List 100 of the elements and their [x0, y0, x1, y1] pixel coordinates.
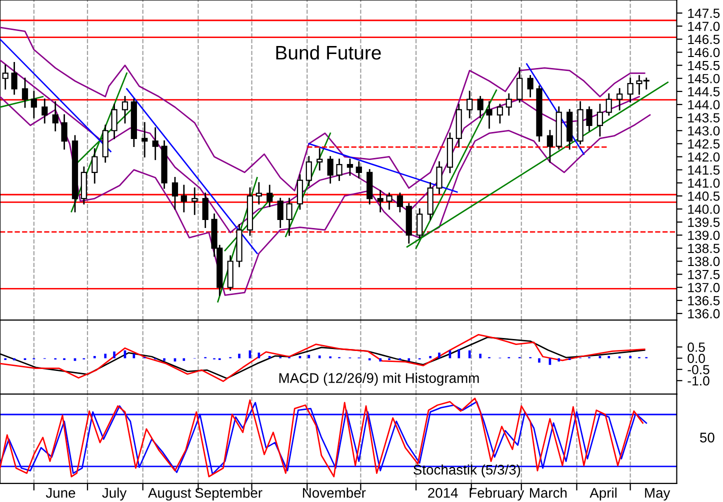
bar [113, 351, 116, 358]
bar [268, 356, 271, 358]
bar [608, 356, 610, 358]
bar [93, 356, 96, 358]
candlestick [606, 93, 612, 116]
candlestick [172, 176, 178, 210]
y-tick-label: 147.5 [688, 8, 720, 18]
candlestick [486, 101, 492, 129]
y-tick-label: 137.0 [688, 282, 720, 292]
candlestick [2, 64, 8, 90]
bar [629, 356, 632, 358]
candlestick [286, 198, 292, 236]
bar [308, 354, 310, 358]
x-tick-label: 2014 [428, 488, 458, 498]
bar [163, 358, 166, 361]
bar [479, 354, 482, 358]
text: Bund Future [276, 45, 381, 60]
candlestick [586, 106, 592, 132]
candlestick [416, 208, 423, 238]
candlestick [52, 101, 58, 132]
candlestick [356, 161, 362, 178]
line-series [0, 96, 651, 296]
candlestick [377, 190, 384, 212]
bar [408, 358, 410, 361]
y-tick-label: 147.0 [688, 22, 720, 32]
y-tick-label: 140.5 [688, 192, 720, 201]
y-tick-label: 142.0 [688, 152, 720, 162]
candlestick [477, 96, 484, 118]
annotation: Stochastik (5/3/3) [414, 464, 520, 478]
candlestick [152, 127, 158, 160]
bar [74, 358, 76, 361]
bar [379, 358, 382, 362]
y-tick-label: -0.5 [688, 364, 710, 374]
y-tick-label: 141.0 [688, 178, 720, 188]
x-tick-label: March [530, 488, 567, 498]
bar [182, 358, 186, 361]
bar [238, 354, 240, 358]
y-tick-label: 143.0 [688, 126, 720, 136]
candlestick [42, 98, 48, 124]
candlestick [180, 184, 187, 212]
bar [438, 352, 440, 358]
candlestick [336, 158, 342, 181]
bar [538, 358, 540, 363]
candlestick [192, 187, 198, 215]
x-tick-label: February [470, 488, 524, 501]
candlestick [11, 62, 18, 95]
bar [258, 352, 260, 358]
y-tick-label: 146.0 [688, 48, 720, 58]
candlestick [256, 182, 262, 204]
candlestick [327, 156, 334, 184]
y-tick-label: 145.0 [688, 74, 720, 84]
candlestick [346, 158, 354, 176]
y-tick-label: 142.5 [688, 139, 720, 149]
annotation: MACD (12/26/9) mit Histogramm [279, 372, 479, 386]
bar [548, 358, 552, 365]
x-tick-label: September [195, 488, 262, 501]
candlestick [596, 104, 604, 137]
bar [468, 350, 471, 358]
bar [174, 358, 176, 362]
candlestick [30, 90, 37, 118]
y-tick-label: 143.5 [688, 113, 720, 122]
candlestick [436, 161, 442, 194]
y-tick-label: 139.5 [688, 218, 720, 227]
candlestick [496, 104, 504, 124]
candlestick [266, 184, 273, 208]
candlestick [142, 122, 148, 158]
bar [558, 358, 560, 362]
y-tick-label: 141.5 [688, 166, 720, 175]
x-tick-label: May [645, 488, 670, 501]
candlestick [616, 88, 623, 110]
y-tick-label: 139.0 [688, 230, 720, 240]
y-tick-label: 138.0 [688, 256, 720, 266]
y-tick-label: 0.0 [688, 354, 705, 364]
y-tick-label: 136.5 [688, 296, 720, 306]
candlestick [122, 96, 128, 124]
candlestick [386, 192, 392, 210]
candlestick [506, 93, 512, 116]
candlestick [202, 192, 208, 228]
candlestick [111, 104, 118, 140]
candlestick [546, 130, 554, 163]
y-tick-label: 0.5 [688, 342, 705, 352]
candlestick [516, 67, 523, 103]
y-tick-label: 144.5 [688, 87, 720, 96]
x-tick-label: August [148, 488, 192, 501]
candlestick [627, 78, 634, 103]
x-tick-label: November [303, 488, 366, 498]
bar [104, 354, 107, 358]
line-series [0, 26, 646, 192]
bar [458, 349, 460, 358]
candlestick [527, 75, 534, 98]
candlestick [316, 148, 323, 171]
candlestick [22, 78, 28, 108]
candlestick [306, 156, 312, 186]
y-tick-label: 144.0 [688, 100, 720, 110]
x-tick-label: July [102, 488, 127, 501]
text: 50 [700, 432, 714, 442]
candlestick [396, 192, 404, 212]
y-tick-label: 137.5 [688, 270, 720, 280]
candlestick [92, 148, 98, 184]
y-tick-label: 140.0 [688, 204, 720, 214]
